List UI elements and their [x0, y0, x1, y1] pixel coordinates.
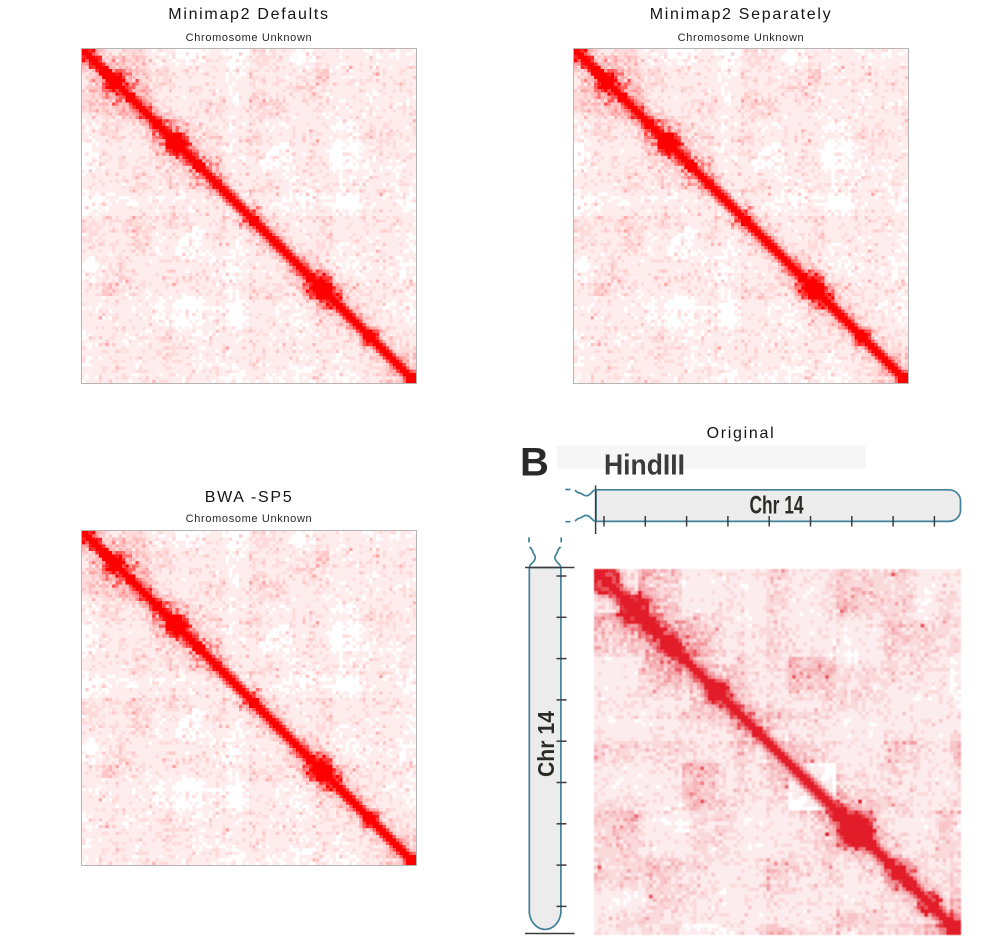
svg-text:Chr 14: Chr 14	[750, 492, 804, 520]
svg-text:Chr 14: Chr 14	[533, 711, 559, 777]
svg-text:HindIII: HindIII	[604, 450, 685, 482]
svg-text:B: B	[520, 441, 549, 485]
